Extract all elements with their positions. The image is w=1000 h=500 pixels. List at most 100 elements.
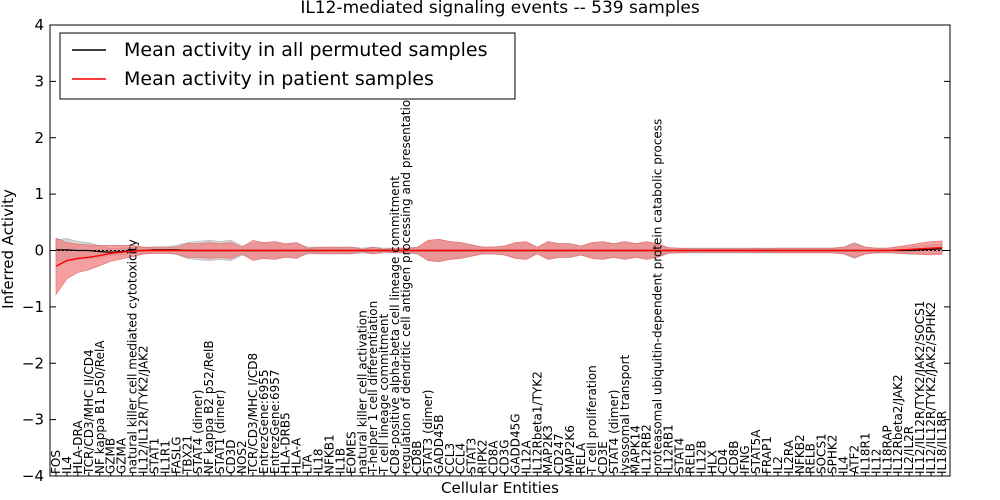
x-tick-label: GADD45B <box>432 415 446 475</box>
x-tick-label: TCR/CD3/MHC II/CD4 <box>82 349 96 475</box>
x-tick-label: IL12B <box>694 440 708 474</box>
x-tick-label: STAT4 <box>673 438 687 474</box>
y-tick-label: −4 <box>22 467 44 485</box>
x-tick-label: RELB <box>683 443 697 474</box>
x-tick-label: EntrezGene:6955 <box>257 370 271 475</box>
x-tick-label: natural killer cell mediated cytotoxicit… <box>126 239 140 474</box>
y-tick-label: 3 <box>34 72 44 90</box>
x-tick-label: HLA-DRA <box>71 420 85 474</box>
x-tick-label: proteasomal ubiquitin-dependent protein … <box>651 119 665 474</box>
x-tick-label: RELA <box>574 442 588 474</box>
x-tick-label: IL18R1 <box>858 433 872 474</box>
x-tick-label: CD247 <box>552 433 566 474</box>
y-tick-label: 1 <box>34 185 44 203</box>
x-tick-label: CD3G <box>498 439 512 474</box>
x-tick-label: RIPK2 <box>476 439 490 474</box>
x-tick-label: CD3E <box>596 441 610 474</box>
x-tick-label: SOCS1 <box>815 433 829 474</box>
x-tick-label: IL4 <box>837 456 851 474</box>
x-tick-label: IL2/IL2R <box>902 426 916 474</box>
legend-label-patient: Mean activity in patient samples <box>124 68 434 90</box>
y-tick-label: −2 <box>22 354 44 372</box>
tick-layer: 4 3 2 1 0 −1 −2 −3 −4 <box>22 16 950 485</box>
line-layer <box>50 247 950 267</box>
x-tick-label: IL1B <box>333 448 347 474</box>
x-tick-label: CD8-positive alpha-beta cell lineage com… <box>388 176 402 474</box>
y-tick-label: 0 <box>34 242 44 260</box>
legend-box <box>59 32 516 100</box>
x-tick-label: ATF2 <box>848 445 862 474</box>
x-tick-label: STAT3 <box>465 438 479 474</box>
x-tick-label: MAPK14 <box>629 425 643 474</box>
y-tick-label: 2 <box>34 129 44 147</box>
x-tick-label: regulation of dendritic cell antigen pro… <box>399 92 413 474</box>
x-tick-label: STAT3 (dimer) <box>421 390 435 474</box>
series-line-patient <box>55 247 943 267</box>
x-tick-label: NF kappa B1 p50/RelA <box>93 340 107 474</box>
x-tick-label: EOMES <box>344 431 358 474</box>
x-tick-label: EntrezGene:6957 <box>268 370 282 475</box>
x-tick-label: IL18RAP <box>880 425 894 474</box>
x-tick-label: IL18 <box>312 449 326 475</box>
x-tick-label: LTA <box>301 454 315 474</box>
x-tick-label: IL12A <box>519 440 533 474</box>
y-tick-label: −3 <box>22 411 44 429</box>
x-tick-label: STAT4 (dimer) <box>607 390 621 474</box>
x-tick-label: TBX21 <box>180 435 194 475</box>
x-tick-label: STAT1 <box>147 438 161 474</box>
x-tick-label: NOS2 <box>235 440 249 474</box>
x-tick-label: IL12 <box>869 449 883 475</box>
x-tick-label: NFKB2 <box>793 434 807 474</box>
legend-label-permuted: Mean activity in all permuted samples <box>124 39 487 61</box>
y-axis-title: Inferred Activity <box>0 189 17 309</box>
x-tick-label: STAT1 (dimer) <box>213 390 227 474</box>
x-tick-label: IL2RA <box>782 439 796 474</box>
x-tick-label: T-helper 1 cell differentiation <box>366 301 380 475</box>
x-tick-label: CD3D <box>224 440 238 475</box>
y-tick-label: 4 <box>34 16 44 34</box>
chart-title: IL12-mediated signaling events -- 539 sa… <box>300 0 700 18</box>
x-tick-label: NF kappa B2 p52/RelB <box>202 340 216 474</box>
legend: Mean activity in all permuted samples Me… <box>59 32 516 100</box>
x-tick-label: STAT5A <box>749 429 763 474</box>
x-tick-label: CCL4 <box>454 443 468 474</box>
x-tick-label: GADD45G <box>508 413 522 474</box>
x-tick-label: IL12RB1 <box>662 424 676 474</box>
x-tick-label: IL12Rbeta1/TYK2 <box>530 371 544 474</box>
x-tick-label: SPHK2 <box>826 435 840 474</box>
y-tick-label: −1 <box>22 298 44 316</box>
x-tick-label: T cell proliferation <box>585 365 599 475</box>
x-tick-label: IL18/IL18R <box>935 411 949 474</box>
band-layer <box>55 237 943 296</box>
x-tick-label: GZMA <box>115 437 129 474</box>
x-tick-label: natural killer cell activation <box>355 310 369 474</box>
x-tick-label: CD4 <box>716 449 730 474</box>
x-tick-label: T cell lineage commitment <box>377 314 391 475</box>
x-tick-label: MAP2K6 <box>563 425 577 474</box>
x-tick-label: lysosomal transport <box>618 354 632 474</box>
x-tick-label: CD8A <box>487 440 501 474</box>
x-tick-label: HLA-DRB5 <box>279 412 293 474</box>
plot-frame <box>49 24 951 477</box>
x-tick-label: MAP2K3 <box>541 425 555 474</box>
patient-band <box>55 237 943 296</box>
x-tick-label: NFKB1 <box>323 434 337 474</box>
x-tick-label: IL12Rbeta2/JAK2 <box>891 374 905 474</box>
x-tick-label: CCL3 <box>443 443 457 474</box>
x-tick-label: STAT4 (dimer) <box>191 390 205 474</box>
x-tick-label: HLA-A <box>290 437 304 474</box>
x-tick-label: CD8B <box>727 441 741 475</box>
x-tick-label: RELB <box>804 443 818 474</box>
x-tick-label: CD8B <box>410 441 424 475</box>
x-tick-label: TCR/CD3/MHC I/CD8 <box>246 353 260 475</box>
x-tick-label: FOS <box>49 450 63 474</box>
x-tick-label: FASLG <box>169 436 183 474</box>
x-tick-label: IL2 <box>771 456 785 474</box>
x-tick-label: FRAP1 <box>760 436 774 474</box>
x-tick-label: IL12/IL12R/TYK2/JAK2/SOCS1 <box>913 301 927 474</box>
x-tick-label: IL1R1 <box>158 440 172 474</box>
x-tick-label: GZMB <box>104 438 118 474</box>
x-tick-label: IL12/IL12R/TYK2/JAK2 <box>137 345 151 474</box>
